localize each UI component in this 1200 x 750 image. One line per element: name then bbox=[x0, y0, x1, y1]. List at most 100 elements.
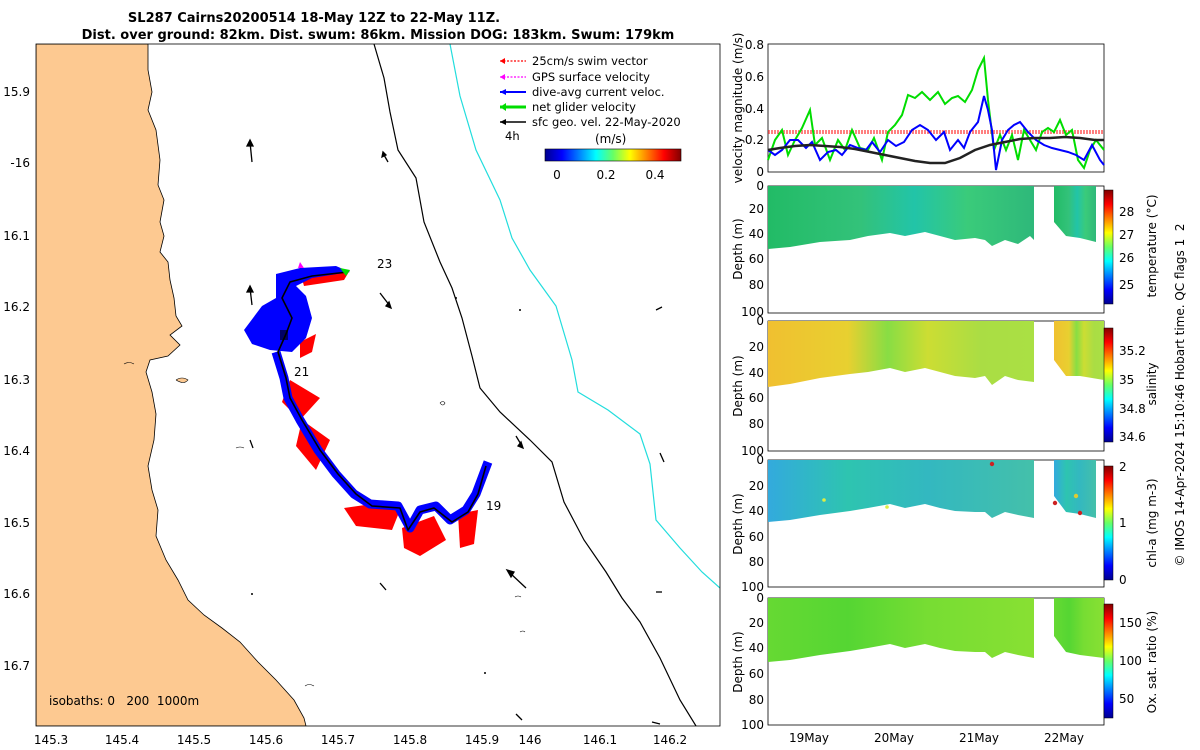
salinity-cb-ticks: 34.6 34.8 35 35.2 bbox=[1119, 344, 1146, 444]
map-legend: 25cm/s swim vector GPS surface velocity … bbox=[500, 54, 682, 182]
oxygen-ylabel: Depth (m) bbox=[731, 631, 745, 692]
scale-label-4h: 4h bbox=[505, 129, 520, 143]
svg-text:20: 20 bbox=[749, 479, 764, 493]
temperature-section[interactable]: 25 26 27 28 temperature (°C) 0 20 40 60 … bbox=[731, 179, 1159, 319]
time-tick: 22May bbox=[1044, 731, 1084, 745]
velocity-ytick: 0.2 bbox=[745, 133, 764, 147]
lat-tick: 16.3 bbox=[3, 373, 30, 387]
lon-tick: 145.8 bbox=[393, 733, 427, 747]
velocity-ytick: 0.4 bbox=[745, 102, 764, 116]
coastline-land bbox=[36, 44, 307, 726]
salinity-ylabel: Depth (m) bbox=[731, 355, 745, 416]
svg-text:0: 0 bbox=[756, 314, 764, 328]
lon-tick: 145.6 bbox=[249, 733, 283, 747]
svg-text:40: 40 bbox=[749, 504, 764, 518]
legend-net-glider-velocity: net glider velocity bbox=[532, 100, 636, 114]
lat-tick: 16.4 bbox=[3, 444, 30, 458]
ox-cb-tick: 150 bbox=[1119, 616, 1142, 630]
chla-ylabel: Depth (m) bbox=[731, 493, 745, 554]
lon-tick: 145.7 bbox=[321, 733, 355, 747]
temp-cb-tick: 26 bbox=[1119, 251, 1134, 265]
lat-tick: 16.6 bbox=[3, 587, 30, 601]
lon-axis: 145.3 145.4 145.5 145.6 145.7 145.8 145.… bbox=[34, 733, 687, 747]
chl-cb-tick: 0 bbox=[1119, 573, 1127, 587]
svg-text:40: 40 bbox=[749, 641, 764, 655]
svg-text:20: 20 bbox=[749, 616, 764, 630]
temperature-yaxis: 0 20 40 60 80 100 bbox=[741, 179, 764, 319]
credit-text: © IMOS 14-Apr-2024 15:10:46 Hobart time.… bbox=[1173, 224, 1187, 567]
temp-cb-tick: 28 bbox=[1119, 205, 1134, 219]
velocity-ylabel: velocity magnitude (m/s) bbox=[731, 33, 745, 184]
lon-tick: 145.9 bbox=[465, 733, 499, 747]
lon-tick: 145.5 bbox=[177, 733, 211, 747]
svg-text:0: 0 bbox=[756, 179, 764, 193]
colorbar-tick: 0.4 bbox=[645, 168, 664, 182]
lat-tick: 15.9 bbox=[3, 85, 30, 99]
salinity-yaxis: 0 20 40 60 80 100 bbox=[741, 314, 764, 458]
ox-cb-tick: 100 bbox=[1119, 654, 1142, 668]
svg-text:60: 60 bbox=[749, 667, 764, 681]
time-tick: 20May bbox=[874, 731, 914, 745]
velocity-ytick: 0 bbox=[756, 165, 764, 179]
velocity-ytick: 0.8 bbox=[745, 38, 764, 52]
velocity-yaxis: 0 0.2 0.4 0.6 0.8 bbox=[745, 38, 764, 179]
sal-cb-tick: 34.8 bbox=[1119, 402, 1146, 416]
temp-cb-tick: 25 bbox=[1119, 278, 1134, 292]
sfc-velocity-line bbox=[767, 135, 1104, 165]
svg-text:80: 80 bbox=[749, 693, 764, 707]
legend-sfc-geo-vel: sfc geo. vel. 22-May-2020 bbox=[532, 115, 681, 129]
temp-cb-tick: 27 bbox=[1119, 228, 1134, 242]
speed-colorbar bbox=[544, 148, 682, 162]
lat-tick: 16.2 bbox=[3, 300, 30, 314]
svg-text:80: 80 bbox=[749, 555, 764, 569]
colorbar-tick: 0 bbox=[553, 168, 561, 182]
ox-cb-tick: 50 bbox=[1119, 692, 1134, 706]
sfc-geo-velocity-arrows bbox=[245, 138, 665, 725]
svg-text:0: 0 bbox=[756, 453, 764, 467]
lon-tick: 145.3 bbox=[34, 733, 68, 747]
colorbar-tick: 0.2 bbox=[596, 168, 615, 182]
lon-tick: 145.4 bbox=[105, 733, 139, 747]
chla-cb-ticks: 0 1 2 bbox=[1119, 460, 1127, 587]
sal-cb-tick: 35 bbox=[1119, 373, 1134, 387]
oxygen-cb-label: Ox. sat. ratio (%) bbox=[1145, 611, 1159, 713]
time-axis: 19May 20May 21May 22May bbox=[789, 731, 1084, 745]
svg-text:20: 20 bbox=[749, 340, 764, 354]
svg-text:40: 40 bbox=[749, 366, 764, 380]
current-velocity-line bbox=[767, 95, 1105, 171]
time-tick: 21May bbox=[959, 731, 999, 745]
svg-text:100: 100 bbox=[741, 718, 764, 732]
svg-text:80: 80 bbox=[749, 417, 764, 431]
oxygen-section[interactable]: 50 100 150 Ox. sat. ratio (%) 0 20 40 60… bbox=[731, 591, 1159, 732]
glider-track[interactable] bbox=[244, 262, 493, 556]
oxygen-cb-ticks: 50 100 150 bbox=[1119, 616, 1142, 706]
chla-section[interactable]: 0 1 2 chl-a (mg m-3) 0 20 40 60 80 100 D… bbox=[731, 453, 1159, 594]
net-velocity-line bbox=[767, 54, 1105, 171]
temperature-cb-ticks: 25 26 27 28 bbox=[1119, 205, 1134, 292]
oxygen-yaxis: 0 20 40 60 80 100 bbox=[741, 591, 764, 732]
temperature-cb-label: temperature (°C) bbox=[1145, 195, 1159, 298]
lon-tick: 146.1 bbox=[583, 733, 617, 747]
chl-cb-tick: 1 bbox=[1119, 516, 1127, 530]
svg-text:60: 60 bbox=[749, 252, 764, 266]
time-tick: 19May bbox=[789, 731, 829, 745]
velocity-panel[interactable]: 0 0.2 0.4 0.6 0.8 velocity magnitude (m/… bbox=[731, 33, 1105, 184]
lat-tick: 16.7 bbox=[3, 659, 30, 673]
salinity-cb-label: salinity bbox=[1145, 362, 1159, 405]
lat-tick: 16.5 bbox=[3, 516, 30, 530]
legend-swim-vector: 25cm/s swim vector bbox=[532, 54, 648, 68]
svg-text:60: 60 bbox=[749, 530, 764, 544]
chl-cb-tick: 2 bbox=[1119, 460, 1127, 474]
isobath-200m bbox=[373, 44, 697, 726]
legend-dive-avg-current: dive-avg current veloc. bbox=[532, 85, 665, 99]
day-label-19: 19 bbox=[486, 499, 501, 513]
chla-yaxis: 0 20 40 60 80 100 bbox=[741, 453, 764, 594]
title-line-2: Dist. over ground: 82km. Dist. swum: 86k… bbox=[82, 28, 675, 43]
lat-tick: 16.1 bbox=[3, 229, 30, 243]
sal-cb-tick: 35.2 bbox=[1119, 344, 1146, 358]
map-panel[interactable]: 23 21 19 isobaths: 0 200 1000m 15.9 -16 … bbox=[3, 43, 721, 747]
svg-text:100: 100 bbox=[741, 305, 764, 319]
svg-text:80: 80 bbox=[749, 278, 764, 292]
salinity-section[interactable]: 34.6 34.8 35 35.2 salinity 0 20 40 60 80… bbox=[731, 314, 1159, 458]
